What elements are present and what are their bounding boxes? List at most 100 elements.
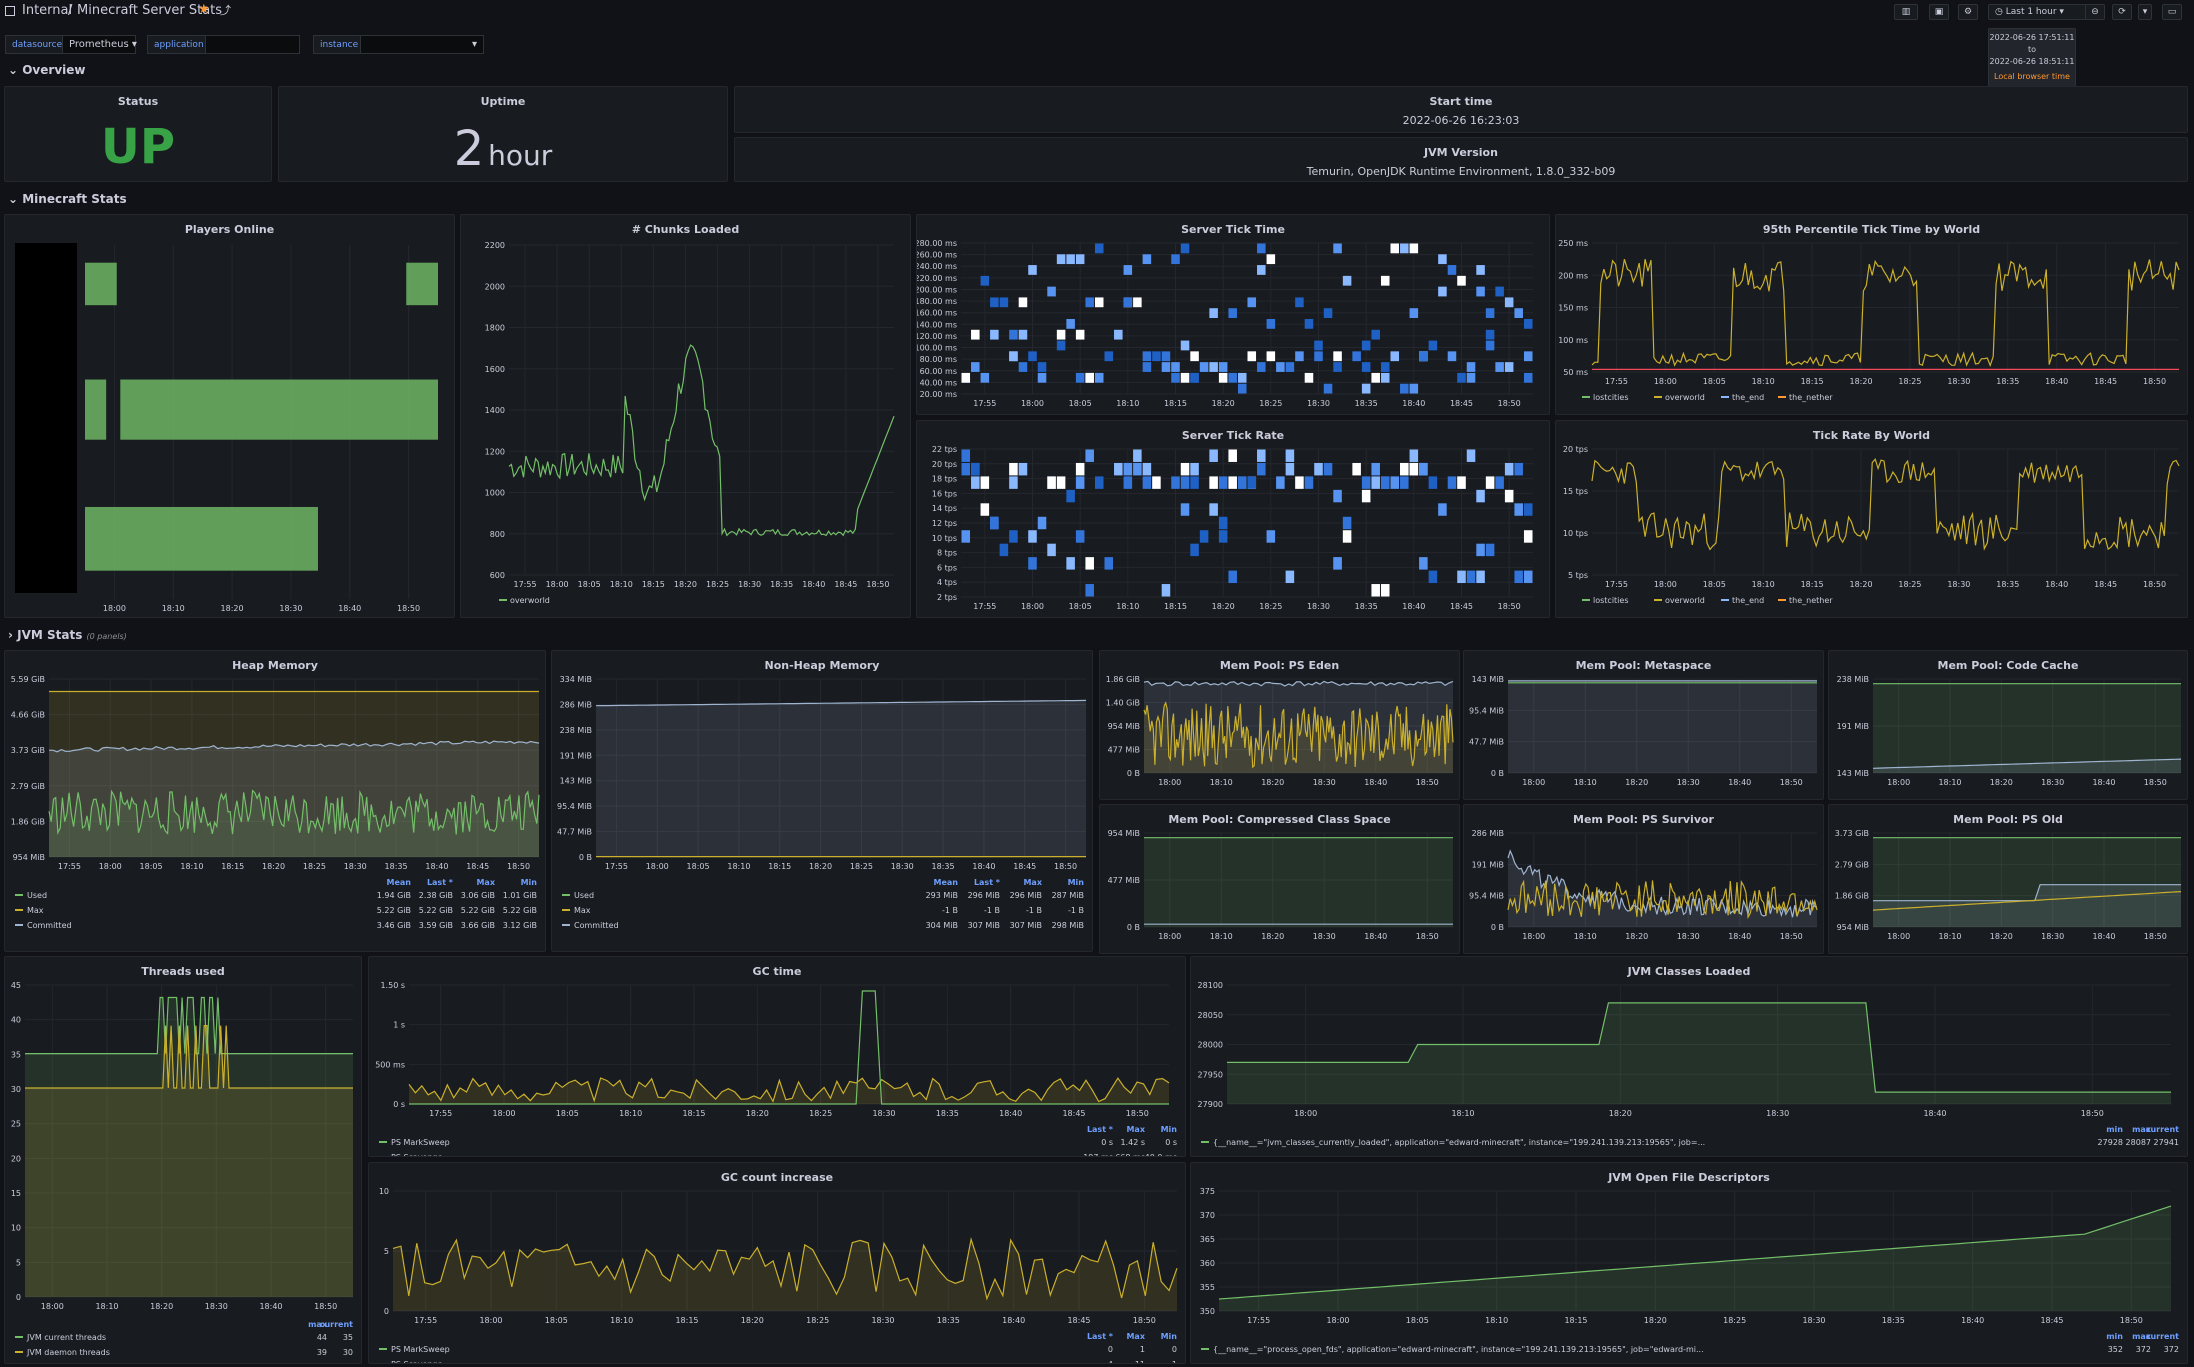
survivor-panel[interactable]: Mem Pool: PS Survivor 286 MiB 191 MiB 95.4 … — [1463, 804, 1824, 954]
add-panel-button[interactable]: ▥ — [1894, 4, 1918, 20]
gccount-panel[interactable]: GC count increase 10 5 0 17:55 18:00 18:05 18:1… — [368, 1162, 1186, 1364]
tv-mode-button[interactable]: ▭ — [2162, 4, 2182, 20]
y-tick-label: 954 MiB — [13, 853, 45, 862]
legend-value: 352 — [2108, 1345, 2123, 1354]
x-tick-label: 18:20 — [1212, 602, 1235, 611]
code-panel[interactable]: Mem Pool: Code Cache 238 MiB 191 MiB 143 Mi… — [1828, 650, 2188, 800]
time-picker[interactable]: ◷ Last 1 hour ▾ — [1988, 4, 2088, 20]
y-tick-label: 0 B — [1491, 923, 1504, 932]
application-input[interactable] — [205, 35, 300, 54]
settings-button[interactable]: ⚙ — [1958, 4, 1978, 20]
heatmap-cell — [1094, 243, 1104, 254]
fds-panel[interactable]: JVM Open File Descriptors 375 370 365 360 355… — [1190, 1162, 2188, 1364]
x-tick-label: 18:35 — [1355, 602, 1378, 611]
start-time-panel[interactable]: Start time 2022-06-26 16:23:03 — [734, 86, 2188, 133]
x-tick-label: 18:25 — [1898, 580, 1921, 589]
heatmap-cell — [1075, 372, 1085, 383]
row-minecraft[interactable]: ⌄ Minecraft Stats — [8, 192, 127, 206]
chunks-chart: 2200 2000 1800 1600 1400 1200 1000 800 600 17:55 1… — [485, 241, 895, 605]
p95-panel[interactable]: 95th Percentile Tick Time by World 250 ms… — [1555, 214, 2188, 415]
page-title[interactable]: Minecraft Server Stats — [77, 3, 223, 18]
ccs-panel[interactable]: Mem Pool: Compressed Class Space 954 MiB 4… — [1099, 804, 1460, 954]
heatmap-cell — [1390, 243, 1400, 254]
star-icon[interactable]: ★ — [198, 2, 210, 17]
chunks-panel[interactable]: # Chunks Loaded 2200 2000 1800 1600 1400 1200 1… — [460, 214, 911, 618]
x-tick-label: 18:40 — [1923, 1109, 1946, 1118]
gctime-panel[interactable]: GC time 1.50 s 1 s 500 ms 0 s 17:55 18:00 18:05… — [368, 956, 1186, 1157]
legend-value: -1 B — [1026, 906, 1042, 915]
y-tick-label: 5.59 GiB — [11, 675, 45, 684]
x-tick-label: 18:05 — [556, 1109, 579, 1118]
var-label-application: application — [147, 35, 211, 54]
panel-title: 95th Percentile Tick Time by World — [1762, 223, 1981, 236]
y-tick-label: 0 B — [579, 853, 592, 862]
panel-title: Mem Pool: PS Old — [1953, 813, 2063, 826]
heatmap-cell — [1228, 476, 1237, 489]
share-icon[interactable]: ⤴ — [220, 4, 231, 17]
refresh-button[interactable]: ⟳ — [2112, 4, 2132, 20]
y-tick-label: 15 tps — [1563, 487, 1588, 496]
save-dashboard-button[interactable]: ▣ — [1929, 4, 1949, 20]
tickrate-chart: 22 tps 20 tps 18 tps 16 tps 14 tps 12 tps 10 t… — [932, 445, 1533, 611]
y-tick-label: 1 s — [393, 1021, 405, 1030]
uptime-panel[interactable]: Uptime 2 hour — [278, 86, 728, 182]
series-line — [392, 1237, 1178, 1301]
heatmap-cell — [1523, 351, 1533, 362]
heatmap-cell — [961, 372, 971, 383]
legend-value: 296 MiB — [968, 891, 1000, 900]
instance-select[interactable]: ▾ — [360, 35, 484, 54]
apps-icon[interactable] — [5, 6, 15, 16]
jvm-version-panel[interactable]: JVM Version Temurin, OpenJDK Runtime Env… — [734, 137, 2188, 182]
heatmap-cell — [1085, 557, 1094, 570]
heatmap-cell — [1361, 362, 1371, 372]
player-session-bar — [120, 379, 439, 440]
breadcrumb-root[interactable]: Internal — [22, 3, 73, 18]
heatmap-cell — [1485, 329, 1495, 340]
status-panel[interactable]: Status UP — [4, 86, 272, 182]
heatmap-cell — [1037, 516, 1047, 530]
heatmap-cell — [1361, 383, 1371, 394]
x-tick-label: 18:30 — [1313, 932, 1336, 941]
heatmap-cell — [1419, 462, 1428, 476]
legend-entry: PS MarkSweep — [391, 1345, 450, 1354]
eden-panel[interactable]: Mem Pool: PS Eden 1.86 GiB 1.40 GiB 954 MiB… — [1099, 650, 1460, 800]
heap-panel[interactable]: Heap Memory 5.59 GiB 4.66 GiB 3.73 GiB 2.79 … — [4, 650, 546, 952]
old-panel[interactable]: Mem Pool: PS Old 3.73 GiB 2.79 GiB 1.86 GiB… — [1828, 804, 2188, 954]
row-overview[interactable]: ⌄ Overview — [8, 63, 86, 77]
legend-entry: PS MarkSweep — [391, 1138, 450, 1147]
heatmap-cell — [1123, 297, 1133, 308]
heatmap-cell — [1323, 308, 1333, 318]
x-tick-label: 18:25 — [1259, 399, 1282, 408]
heatmap-cell — [1009, 530, 1018, 543]
row-jvm[interactable]: › JVM Stats (0 panels) — [8, 628, 127, 642]
ticktime-panel[interactable]: Server Tick Time 280.00 ms 260.00 ms 240.00… — [916, 214, 1550, 415]
x-tick-label: 18:40 — [1402, 602, 1425, 611]
x-tick-label: 18:10 — [1752, 377, 1775, 386]
tickrate-panel[interactable]: Server Tick Rate 22 tps 20 tps 18 tps 16 tps… — [916, 420, 1550, 618]
y-tick-label: 100 ms — [1558, 336, 1588, 345]
heatmap-cell — [1237, 372, 1247, 383]
y-tick-label: 140.00 ms — [917, 320, 957, 329]
datasource-select[interactable]: Prometheus ▾ — [62, 35, 137, 54]
refresh-interval-dropdown[interactable]: ▾ — [2138, 4, 2152, 20]
y-tick-label: 500 ms — [375, 1060, 405, 1069]
x-tick-label: 18:40 — [2045, 580, 2068, 589]
heatmap-cell — [1514, 503, 1523, 516]
legend-col-header: Min — [1161, 1332, 1178, 1341]
x-tick-label: 18:10 — [619, 1109, 642, 1118]
meta-panel[interactable]: Mem Pool: Metaspace 143 MiB 95.4 MiB 47.7 M… — [1463, 650, 1824, 800]
y-tick-label: 370 — [1200, 1211, 1215, 1220]
x-tick-label: 18:30 — [1802, 1316, 1825, 1325]
y-tick-label: 250 ms — [1558, 239, 1588, 248]
players-panel[interactable]: Players Online 18:00 18:10 18:20 18:30 18:40 1… — [4, 214, 455, 618]
heatmap-cell — [1314, 340, 1323, 351]
x-tick-label: 18:00 — [1654, 377, 1677, 386]
legend-swatch — [379, 1348, 387, 1350]
classes-panel[interactable]: JVM Classes Loaded 28100 28050 28000 27950 27… — [1190, 956, 2188, 1157]
heatmap-cell — [1504, 489, 1514, 503]
y-tick-label: 191 MiB — [560, 751, 592, 760]
tickworld-panel[interactable]: Tick Rate By World 20 tps 15 tps 10 tps 5 tp… — [1555, 420, 2188, 618]
nonheap-panel[interactable]: Non-Heap Memory 334 MiB 286 MiB 238 MiB 191 … — [551, 650, 1093, 952]
zoom-out-button[interactable]: ⊖ — [2085, 4, 2105, 20]
threads-panel[interactable]: Threads used 45 40 35 30 25 20 15 10 5 0 18:00 18:10… — [4, 956, 362, 1364]
